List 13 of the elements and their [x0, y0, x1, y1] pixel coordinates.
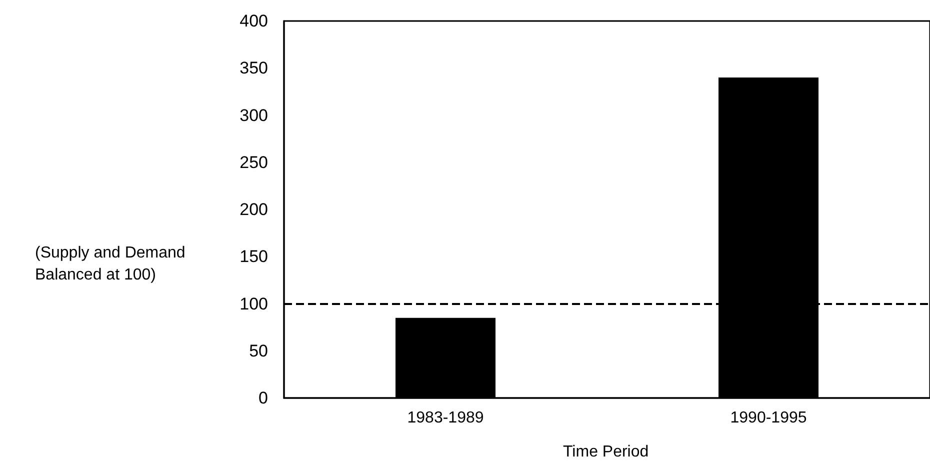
x-tick-label: 1983-1989	[407, 410, 484, 426]
y-tick-label: 200	[240, 200, 268, 219]
y-tick-label: 400	[240, 12, 268, 30]
y-tick-label: 350	[240, 58, 268, 78]
y-tick-label: 50	[249, 341, 268, 360]
y-tick-label: 250	[240, 152, 268, 172]
x-tick-label: 1990-1995	[730, 410, 807, 426]
y-tick-label: 300	[240, 106, 268, 125]
y-axis-title: (Supply and Demand Balanced at 100)	[35, 244, 190, 284]
y-tick-label: 0	[258, 388, 268, 408]
y-tick-label: 150	[240, 247, 268, 266]
y-tick-label: 100	[240, 294, 268, 314]
x-axis-title: Time Period	[563, 444, 649, 460]
